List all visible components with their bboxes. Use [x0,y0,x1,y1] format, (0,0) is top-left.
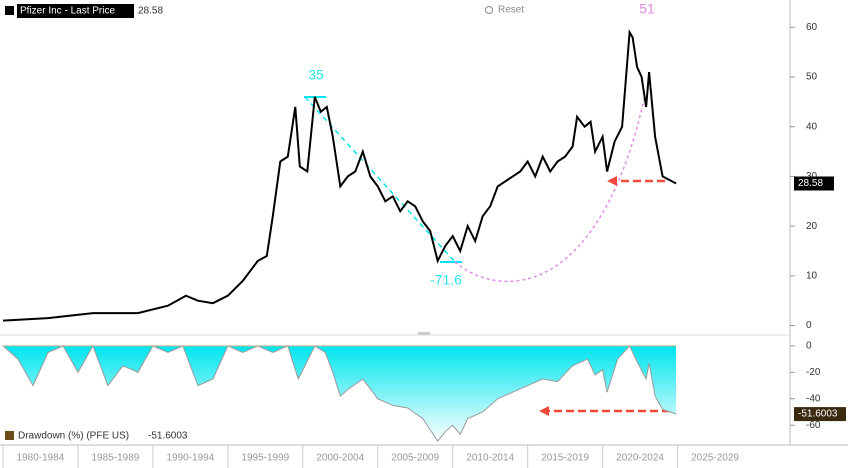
x-tick-label: 2015-2019 [541,453,589,464]
x-tick-label: 2000-2004 [316,453,364,464]
arrow-head [607,176,617,186]
y-tick-label: 60 [806,22,818,33]
annotation: -71.6 [430,272,462,288]
reset-button[interactable]: Reset [498,5,524,16]
legend-value: 28.58 [138,6,163,17]
legend-label: Pfizer Inc - Last Price [20,6,115,17]
y-tick-label: -60 [806,420,821,431]
x-tick-label: 2025-2029 [691,453,739,464]
y-tick-label: -20 [806,367,821,378]
x-tick-label: 1995-1999 [241,453,289,464]
reset-icon[interactable] [485,6,493,14]
x-tick-label: 2020-2024 [616,453,664,464]
y-tick-label: 20 [806,221,818,232]
x-tick-label: 2005-2009 [391,453,439,464]
y-tick-label: 40 [806,121,818,132]
x-tick-label: 1985-1989 [92,453,140,464]
legend-swatch [5,6,14,15]
x-tick-label: 1980-1984 [17,453,65,464]
last-value-label: -51.6003 [798,409,838,420]
price-line [2,29,677,322]
legend-label: Drawdown (%) (PFE US) [18,431,129,442]
recovery-curve [454,94,646,283]
last-value-tag [794,407,846,422]
last-value-label: 28.58 [798,178,823,189]
legend-swatch [5,431,14,440]
legend-value: -51.6003 [148,431,188,442]
panel-handle [418,332,430,335]
annotation: 35 [308,67,324,83]
y-tick-label: 10 [806,270,818,281]
last-value-tag [794,176,834,191]
y-tick-label: 0 [806,320,812,331]
legend-highlight [17,4,134,18]
arrow-head [539,406,549,416]
y-tick-label: -40 [806,393,821,404]
annotation: 51 [639,1,655,17]
y-tick-label: 50 [806,72,818,83]
y-tick-label: 0 [806,341,812,352]
x-tick-label: 2010-2014 [466,453,514,464]
drawdown-line [2,344,677,442]
x-tick-label: 1990-1994 [166,453,214,464]
